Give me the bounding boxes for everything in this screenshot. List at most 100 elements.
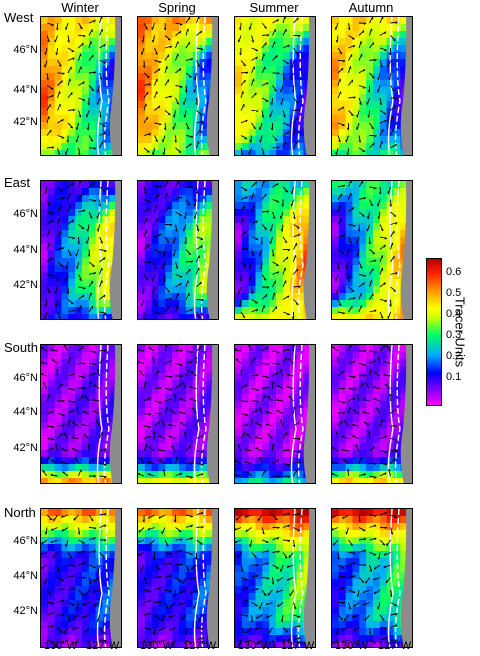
heatmap-cell <box>248 108 257 116</box>
velocity-arrow <box>379 299 387 302</box>
heatmap-cell <box>185 373 194 381</box>
heatmap-cell <box>296 31 304 39</box>
heatmap-cell <box>269 471 277 479</box>
velocity-arrow <box>348 375 356 378</box>
heatmap-cell <box>144 544 153 552</box>
velocity-arrow <box>78 589 84 596</box>
isobath-line <box>96 181 103 319</box>
velocity-arrow-head <box>90 41 92 44</box>
heatmap-cell <box>151 286 160 294</box>
velocity-arrow-head <box>96 89 99 93</box>
heatmap-cell <box>241 87 250 95</box>
velocity-arrow <box>286 374 294 377</box>
velocity-arrow-head <box>77 241 80 245</box>
velocity-arrow-head <box>63 432 66 435</box>
heatmap-cell <box>41 272 49 280</box>
heatmap-cell <box>289 24 298 32</box>
heatmap-cell <box>138 17 146 25</box>
heatmap-cell <box>47 223 56 231</box>
heatmap-cell <box>262 265 270 273</box>
velocity-arrow <box>88 199 96 202</box>
heatmap-cell <box>75 464 83 472</box>
velocity-arrow <box>76 122 79 130</box>
heatmap-cell <box>41 101 49 109</box>
heatmap-cell <box>352 457 360 465</box>
velocity-arrow-head <box>374 59 377 62</box>
velocity-arrow-head <box>193 216 196 219</box>
heatmap-cell <box>68 530 76 538</box>
velocity-arrow-head <box>75 139 78 143</box>
velocity-arrow <box>164 375 173 378</box>
heatmap-cell <box>41 642 49 647</box>
velocity-arrow <box>258 456 263 464</box>
heatmap-cell <box>61 237 69 245</box>
velocity-arrow <box>348 286 355 292</box>
heatmap-cell <box>400 45 408 53</box>
heatmap-cell <box>61 73 69 81</box>
heatmap-cell <box>179 457 187 465</box>
velocity-arrow-head <box>248 345 251 347</box>
heatmap-cell <box>282 230 291 238</box>
velocity-arrow <box>78 81 85 86</box>
velocity-arrow <box>244 449 252 452</box>
velocity-arrow <box>99 294 106 300</box>
velocity-arrow <box>387 60 391 68</box>
heatmap-cell <box>373 244 381 252</box>
heatmap-cell <box>359 366 367 374</box>
heatmap-cell <box>345 209 354 217</box>
velocity-arrow-head <box>166 66 168 69</box>
velocity-arrow-head <box>176 102 179 105</box>
heatmap-cell <box>332 59 340 67</box>
heatmap-cell <box>47 265 56 273</box>
velocity-arrow <box>41 564 48 570</box>
heatmap-cell <box>61 537 69 545</box>
land-mask <box>303 345 315 483</box>
heatmap-cell <box>269 115 277 123</box>
heatmap-cell <box>109 359 117 367</box>
velocity-arrow <box>265 424 273 427</box>
heatmap-cell <box>165 478 173 483</box>
velocity-arrow-head <box>200 48 204 51</box>
velocity-arrow <box>194 199 197 207</box>
heatmap-cell <box>47 621 56 629</box>
heatmap-cell <box>75 366 83 374</box>
heatmap-cell <box>296 471 304 479</box>
velocity-arrow <box>46 438 55 440</box>
velocity-arrow <box>142 286 145 295</box>
heatmap-cell <box>352 31 360 39</box>
isobath-line <box>103 509 110 647</box>
velocity-arrow <box>45 527 48 535</box>
heatmap-cell <box>400 223 408 231</box>
velocity-arrow-head <box>280 102 282 105</box>
velocity-arrow <box>369 475 377 478</box>
heatmap-cell <box>138 478 146 483</box>
heatmap-cell <box>386 352 395 360</box>
heatmap-cell <box>269 150 277 155</box>
heatmap-cell <box>235 429 243 437</box>
heatmap-cell <box>109 31 117 39</box>
heatmap-cell <box>206 509 214 517</box>
heatmap-panel-west-spring <box>137 16 219 156</box>
velocity-arrow <box>143 132 151 136</box>
heatmap-cell <box>61 66 69 74</box>
velocity-arrow <box>46 129 52 136</box>
velocity-arrow-head <box>363 87 366 89</box>
velocity-arrow <box>57 424 65 427</box>
heatmap-cell <box>88 530 97 538</box>
velocity-arrow <box>389 72 391 81</box>
velocity-arrow <box>337 311 345 314</box>
velocity-arrow <box>67 309 75 313</box>
heatmap-cell <box>172 24 180 32</box>
velocity-arrow <box>67 249 72 256</box>
heatmap-cell <box>138 345 146 353</box>
heatmap-cell <box>102 600 110 608</box>
heatmap-cell <box>192 509 201 517</box>
heatmap-cell <box>393 122 401 130</box>
velocity-arrow <box>196 30 203 36</box>
velocity-arrow <box>42 382 48 389</box>
velocity-arrow-head <box>345 139 347 143</box>
heatmap-cell <box>75 258 83 266</box>
heatmap-cell <box>352 101 360 109</box>
heatmap-cell <box>303 394 311 402</box>
velocity-arrow <box>95 419 100 427</box>
